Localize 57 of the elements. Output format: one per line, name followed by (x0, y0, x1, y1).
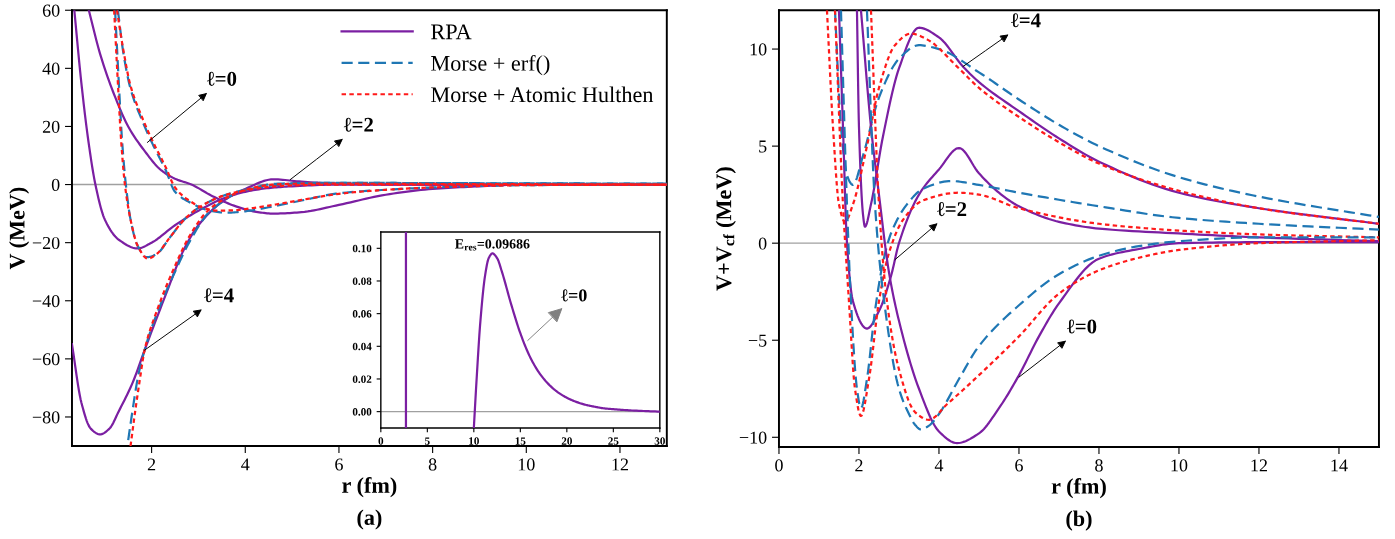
x-tick-label: 0 (378, 437, 384, 445)
y-tick-label: −40 (32, 295, 60, 308)
y-tick-label: 20 (42, 120, 60, 133)
y-tick-label: 0.04 (352, 342, 372, 351)
y-tick-label: 40 (42, 62, 60, 75)
y-tick-label: 0.02 (352, 375, 372, 383)
y-tick-label: −60 (32, 353, 60, 366)
y-tick-label: 0.10 (352, 244, 372, 253)
annotation: ℓ=4 (204, 288, 234, 303)
legend-label: Morse + Atomic Hulthen (431, 86, 654, 103)
x-tick-label: 2 (147, 458, 156, 471)
legend-label: RPA (431, 24, 472, 40)
x-tick-label: 10 (469, 437, 479, 445)
annotation: ℓ=0 (206, 71, 237, 86)
x-tick-label: 12 (1251, 459, 1267, 472)
legend-label: Morse + erf() (431, 54, 550, 76)
annotation: E$_{res}$=0.09686 (455, 239, 530, 251)
x-axis-title: r (fm) (342, 476, 397, 498)
y-tick-label: 0 (51, 178, 60, 191)
x-tick-label: 2 (855, 459, 863, 472)
x-tick-label: 5 (425, 437, 430, 445)
y-tick-label: 0.08 (352, 277, 372, 285)
x-tick-label: 6 (335, 458, 343, 471)
x-tick-label: 25 (608, 437, 619, 445)
y-tick-label: −80 (32, 411, 60, 424)
x-tick-label: 30 (654, 437, 665, 445)
y-axis-title: V+V$_{cf}$ (MeV) (715, 167, 736, 291)
y-tick-label: 5 (759, 140, 767, 153)
x-tick-label: 20 (561, 437, 572, 445)
x-axis-title: r (fm) (1051, 477, 1106, 499)
y-tick-label: 10 (750, 43, 767, 56)
y-tick-label: −5 (748, 334, 767, 347)
x-tick-label: 4 (241, 458, 250, 471)
annotation: ℓ=0 (1067, 319, 1097, 334)
x-tick-label: 0 (775, 459, 783, 472)
y-axis-title: V (MeV) (9, 187, 30, 270)
x-tick-label: 10 (518, 458, 535, 471)
annotation: ℓ=4 (1011, 13, 1041, 28)
annotation: ℓ=0 (561, 289, 587, 302)
x-tick-label: 12 (612, 458, 629, 471)
y-tick-label: 0.00 (352, 408, 372, 416)
x-tick-label: 4 (934, 459, 944, 472)
y-tick-label: 0 (758, 237, 767, 250)
y-tick-label: −20 (32, 236, 60, 250)
x-tick-label: 15 (515, 437, 526, 445)
x-tick-label: 8 (1095, 459, 1103, 472)
y-tick-label: 0.06 (352, 310, 372, 318)
x-tick-label: 6 (1015, 459, 1023, 472)
y-tick-label: −10 (739, 431, 767, 444)
text: (b) (1066, 510, 1092, 531)
x-tick-label: 10 (1171, 459, 1188, 472)
text: (a) (357, 509, 382, 530)
x-tick-label: 14 (1331, 459, 1348, 472)
y-tick-label: 60 (42, 4, 60, 17)
annotation: ℓ=2 (937, 202, 967, 217)
x-tick-label: 8 (428, 458, 437, 471)
annotation: ℓ=2 (343, 117, 373, 132)
